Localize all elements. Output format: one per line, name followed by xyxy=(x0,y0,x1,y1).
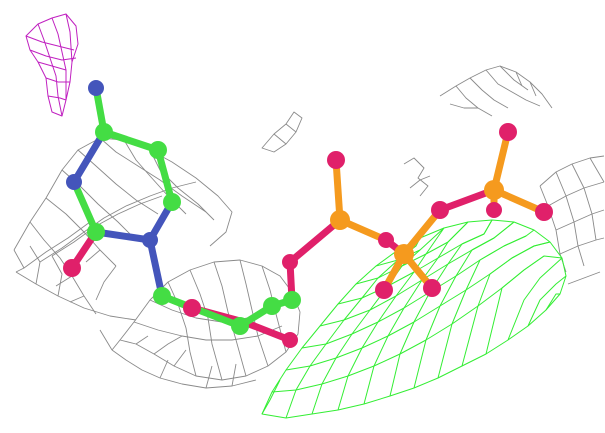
oxygen-atom xyxy=(378,232,394,248)
oxygen-atom xyxy=(183,299,201,317)
oxygen-atom xyxy=(486,202,502,218)
phosphorus-atom xyxy=(394,244,414,264)
oxygen-atom xyxy=(535,203,553,221)
carbon-atom xyxy=(87,223,105,241)
phosphorus-atom xyxy=(484,180,504,200)
nitrogen-atom xyxy=(88,80,104,96)
carbon-atom xyxy=(163,193,181,211)
oxygen-atom xyxy=(431,201,449,219)
oxygen-atom xyxy=(282,332,298,348)
carbon-atom xyxy=(153,287,171,305)
carbon-atom xyxy=(231,317,249,335)
carbon-atom xyxy=(95,123,113,141)
oxygen-atom xyxy=(375,281,393,299)
oxygen-atom xyxy=(282,254,298,270)
oxygen-atom xyxy=(63,259,81,277)
phosphorus-atom xyxy=(330,210,350,230)
oxygen-atom xyxy=(327,151,345,169)
oxygen-atom xyxy=(499,123,517,141)
carbon-atom xyxy=(149,141,167,159)
oxygen-atom xyxy=(423,279,441,297)
nitrogen-atom xyxy=(142,232,158,248)
carbon-atom xyxy=(263,297,281,315)
nitrogen-atom xyxy=(66,174,82,190)
carbon-atom xyxy=(283,291,301,309)
